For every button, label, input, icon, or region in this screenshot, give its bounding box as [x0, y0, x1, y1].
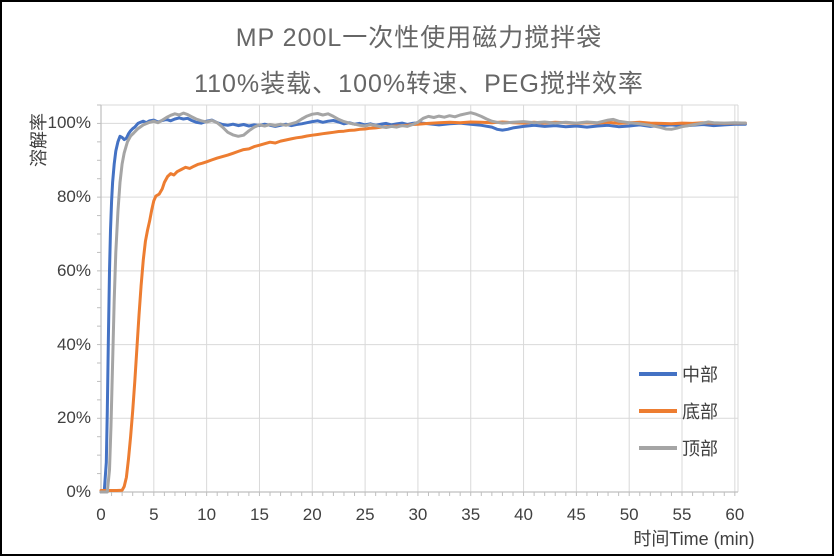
x-tick-label: 25 — [355, 505, 375, 524]
legend-label-middle: 中部 — [682, 364, 718, 385]
y-tick-label: 80% — [56, 187, 91, 207]
y-tick-label: 40% — [56, 334, 91, 354]
legend-line-swatch-middle — [639, 371, 677, 376]
legend-item-top: 顶部 — [639, 438, 718, 459]
x-tick-label: 40 — [514, 505, 534, 524]
series-line-2 — [99, 111, 747, 494]
x-tick-label: 15 — [249, 505, 269, 524]
y-tick-label: 60% — [56, 260, 91, 280]
y-tick-label: 0% — [66, 482, 91, 501]
x-axis-title: 时间Time (min) — [633, 529, 755, 549]
legend-item-middle: 中部 — [639, 364, 718, 385]
legend-item-bottom: 底部 — [639, 401, 718, 422]
y-tick-label: 20% — [56, 408, 91, 428]
legend: 中部 底部 顶部 — [639, 364, 718, 475]
x-tick-label: 10 — [197, 505, 217, 524]
x-tick-label: 60 — [725, 505, 745, 524]
x-tick-label: 35 — [461, 505, 481, 524]
x-tick-label: 20 — [302, 505, 322, 524]
y-tick-label: 100% — [47, 113, 91, 133]
x-tick-label: 45 — [566, 505, 586, 524]
x-tick-label: 0 — [96, 505, 106, 524]
legend-line-swatch-top — [639, 445, 677, 450]
chart-subtitle: 110%装载、100%转速、PEG搅拌效率 — [194, 70, 644, 98]
chart-title: MP 200L一次性使用磁力搅拌袋 — [235, 24, 603, 52]
x-tick-label: 5 — [149, 505, 159, 524]
x-tick-label: 55 — [672, 505, 692, 524]
x-tick-label: 30 — [408, 505, 428, 524]
legend-line-swatch-bottom — [639, 408, 677, 413]
x-tick-label: 50 — [619, 505, 639, 524]
series-line-0 — [99, 116, 747, 494]
legend-label-bottom: 底部 — [682, 401, 718, 422]
legend-label-top: 顶部 — [682, 438, 718, 459]
